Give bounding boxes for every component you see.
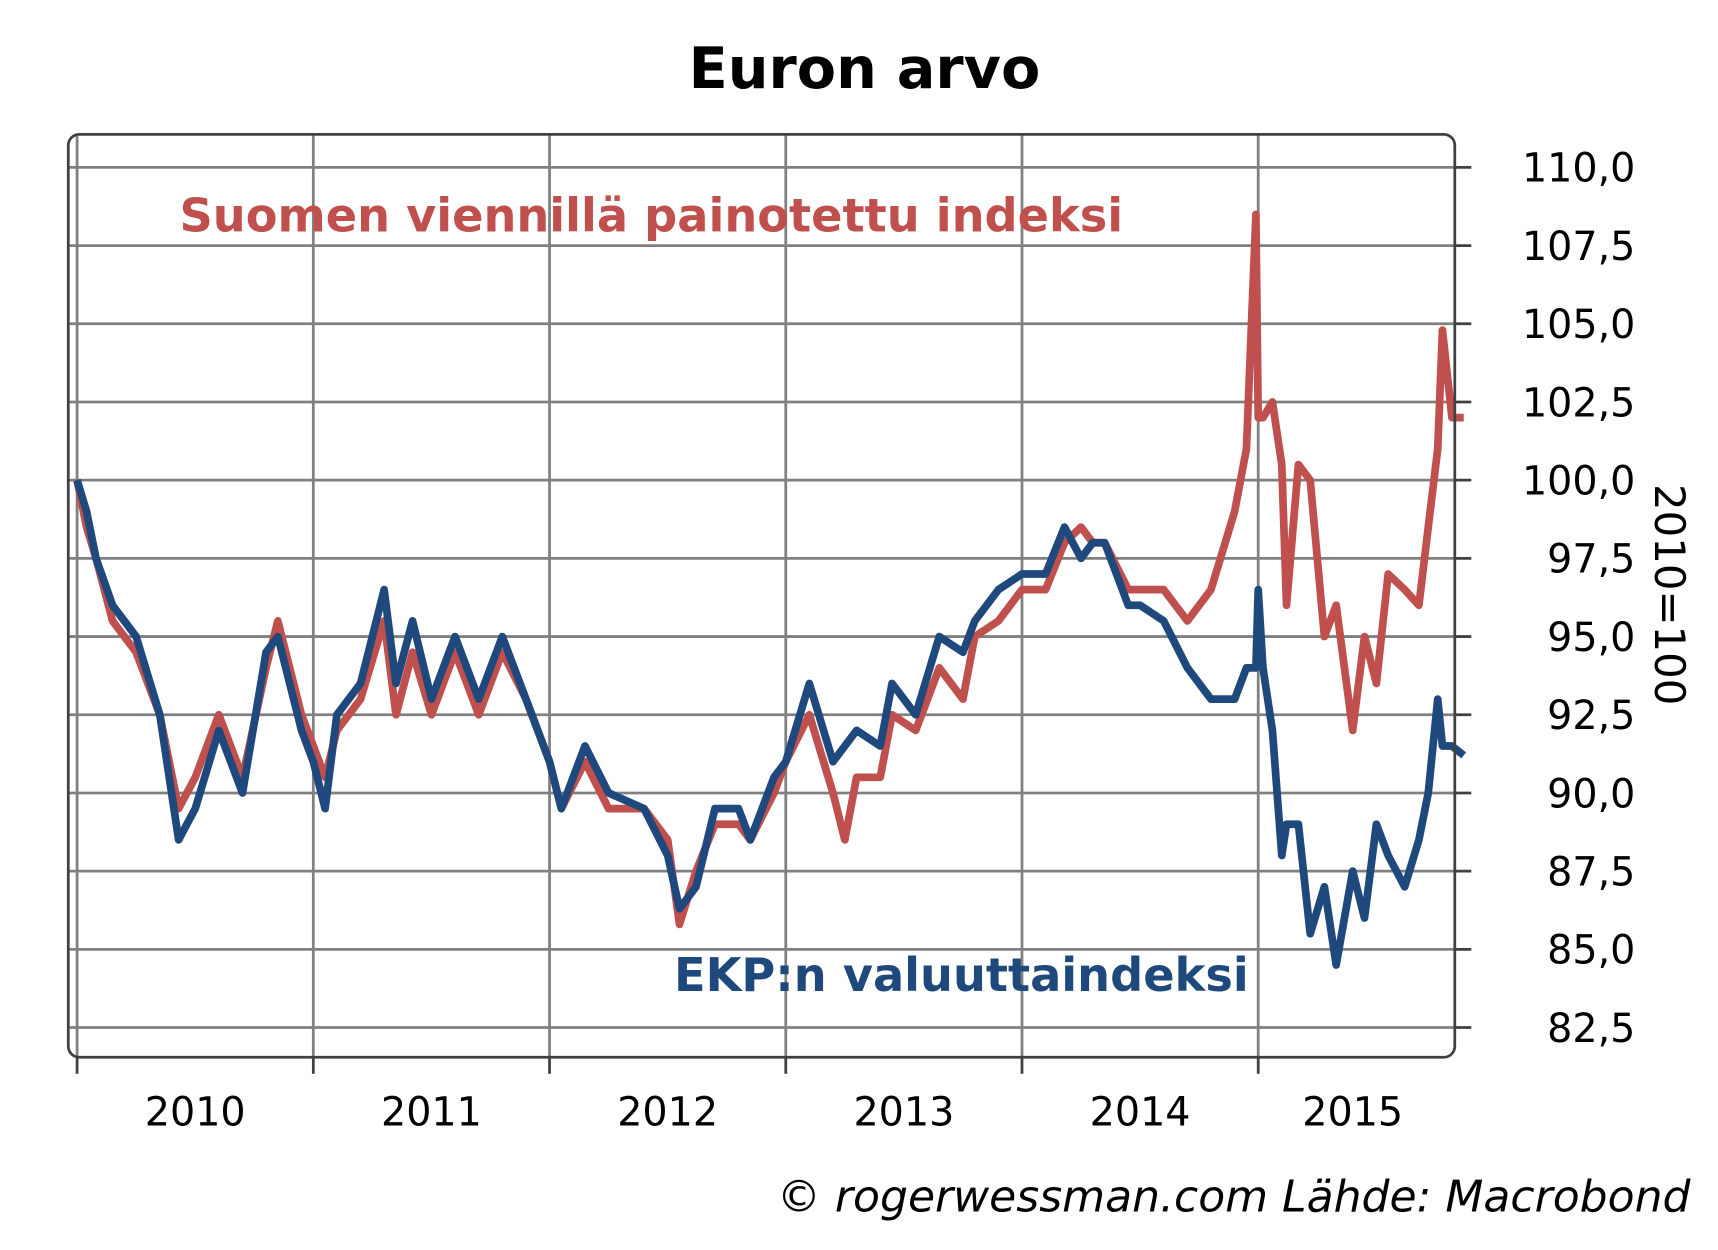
y-tick-label: 105,0 — [1522, 302, 1635, 348]
y-tick-label: 92,5 — [1547, 693, 1635, 739]
y-tick-label: 100,0 — [1522, 458, 1635, 504]
y-axis-label: 2010=100 — [1645, 484, 1694, 705]
y-tick-label: 85,0 — [1547, 928, 1635, 974]
y-axis: 110,0 107,5 105,0 102,5 100,0 97,5 95,0 92,5 90,… — [1454, 146, 1635, 1052]
series-lines — [73, 210, 1467, 969]
x-tick-label: 2010 — [145, 1090, 246, 1136]
x-tick-label: 2014 — [1090, 1090, 1191, 1136]
y-tick-label: 97,5 — [1547, 537, 1635, 583]
legend-red-series: Suomen viennillä painotettu indeksi — [180, 188, 1124, 242]
legend-blue-series: EKP:n valuuttaindeksi — [674, 948, 1249, 1002]
x-tick-label: 2011 — [381, 1090, 482, 1136]
y-tick-label: 95,0 — [1547, 615, 1635, 661]
x-axis: 2010 2011 2012 2013 2014 2015 — [75, 1057, 1403, 1136]
source-credit: © rogerwessman.com Lähde: Macrobond — [777, 1171, 1692, 1222]
y-tick-label: 110,0 — [1522, 146, 1635, 192]
x-tick-label: 2015 — [1302, 1090, 1403, 1136]
series-line-finnish-export-index — [73, 210, 1464, 929]
plot-frame — [66, 132, 1457, 1059]
x-tick-label: 2012 — [617, 1090, 718, 1136]
x-tick-label: 2013 — [853, 1090, 954, 1136]
grid — [68, 134, 1455, 1058]
chart-title: Euron arvo — [689, 35, 1041, 102]
y-tick-label: 82,5 — [1547, 1006, 1635, 1052]
y-tick-label: 107,5 — [1522, 224, 1635, 270]
y-tick-label: 87,5 — [1547, 849, 1635, 895]
y-tick-label: 90,0 — [1547, 771, 1635, 817]
y-tick-label: 102,5 — [1522, 380, 1635, 426]
series-line-ecb-index — [73, 479, 1467, 969]
